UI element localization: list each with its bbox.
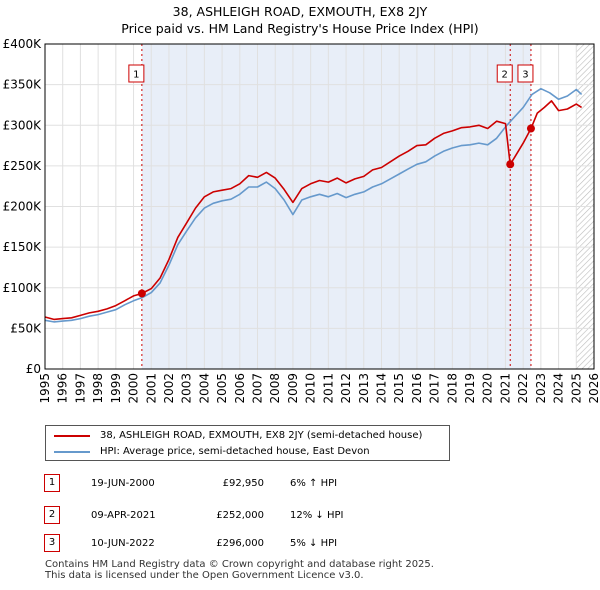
- plot-frame: [44, 43, 595, 370]
- sale-date: 09-APR-2021: [91, 510, 156, 521]
- sale-point: [137, 289, 146, 298]
- attribution-footer: Contains HM Land Registry data © Crown c…: [45, 559, 434, 581]
- x-tick-label: 2019: [463, 373, 477, 404]
- x-tick-label: 2015: [392, 373, 406, 404]
- sale-row-1: 1 19-JUN-2000 £92,950 6% ↑ HPI: [0, 474, 600, 494]
- sale-number-box: [496, 64, 513, 83]
- sale-number-label: 3: [522, 70, 528, 81]
- legend-swatch-property: [54, 435, 90, 437]
- x-tick-label: 1998: [91, 373, 105, 404]
- y-tick-label: £0: [26, 362, 41, 376]
- x-tick-label: 2010: [304, 373, 318, 404]
- x-tick-label: 2012: [339, 373, 353, 404]
- x-tick-label: 2026: [587, 373, 600, 404]
- x-tick-label: 2003: [180, 373, 194, 404]
- x-tick-label: 2009: [286, 373, 300, 404]
- sale-hpi-diff: 5% ↓ HPI: [290, 538, 338, 549]
- y-tick-label: £50K: [10, 321, 42, 335]
- x-tick-label: 2004: [197, 373, 211, 404]
- x-tick-label: 2021: [498, 373, 512, 404]
- sale-price: £296,000: [216, 538, 264, 549]
- x-tick-label: 2018: [445, 373, 459, 404]
- x-tick-label: 2002: [162, 373, 176, 404]
- x-tick-label: 2011: [321, 373, 335, 404]
- hpi-line: [44, 87, 583, 323]
- y-tick-label: £200K: [3, 200, 43, 214]
- sale-point: [526, 124, 535, 133]
- footer-line1: Contains HM Land Registry data © Crown c…: [45, 559, 434, 570]
- sale-price: £252,000: [216, 510, 264, 521]
- x-tick-label: 2016: [410, 373, 424, 404]
- y-tick-label: £400K: [3, 37, 43, 51]
- x-tick-label: 1995: [38, 373, 52, 404]
- x-tick-label: 2001: [144, 373, 158, 404]
- sale-number-label: 1: [133, 70, 139, 81]
- sale-hpi-diff: 6% ↑ HPI: [290, 478, 338, 489]
- x-tick-label: 2013: [357, 373, 371, 404]
- legend-swatch-hpi: [54, 451, 90, 453]
- y-tick-label: £250K: [3, 159, 43, 173]
- x-tick-label: 2023: [534, 373, 548, 404]
- sale-price: £92,950: [222, 478, 264, 489]
- y-tick-label: £100K: [3, 281, 43, 295]
- x-tick-label: 2024: [552, 373, 566, 404]
- x-tick-label: 2025: [569, 373, 583, 404]
- x-tick-label: 2007: [251, 373, 265, 404]
- sale-date: 10-JUN-2022: [91, 538, 155, 549]
- x-tick-label: 2000: [127, 373, 141, 404]
- chart-title: 38, ASHLEIGH ROAD, EXMOUTH, EX8 2JY Pric…: [0, 3, 600, 37]
- x-tick-label: 2017: [428, 373, 442, 404]
- sale-badge: 3: [44, 534, 60, 552]
- y-tick-label: £350K: [3, 78, 43, 92]
- x-tick-label: 1996: [56, 373, 70, 404]
- property-price-line: [44, 100, 583, 321]
- x-tick-label: 2014: [374, 373, 388, 404]
- chart-legend: 38, ASHLEIGH ROAD, EXMOUTH, EX8 2JY (sem…: [45, 425, 450, 461]
- x-tick-label: 2006: [233, 373, 247, 404]
- sale-number-label: 2: [502, 70, 508, 81]
- sale-date: 19-JUN-2000: [91, 478, 155, 489]
- x-tick-label: 2022: [516, 373, 530, 404]
- legend-label-hpi: HPI: Average price, semi-detached house,…: [100, 446, 370, 457]
- legend-label-property: 38, ASHLEIGH ROAD, EXMOUTH, EX8 2JY (sem…: [100, 430, 423, 441]
- sale-point: [506, 160, 515, 169]
- x-tick-label: 1999: [109, 373, 123, 404]
- x-tick-label: 2008: [268, 373, 282, 404]
- x-tick-label: 1997: [73, 373, 87, 404]
- price-chart: 1 2 3 £0 £50K £100K £150K £200K £250K £300K £350K…: [3, 37, 600, 404]
- chart-title-line1: 38, ASHLEIGH ROAD, EXMOUTH, EX8 2JY: [172, 4, 428, 19]
- sale-number-box: [128, 64, 145, 83]
- sale-hpi-diff: 12% ↓ HPI: [290, 510, 344, 521]
- sale-number-box: [517, 64, 534, 83]
- sale-badge: 1: [44, 474, 60, 492]
- x-tick-label: 2005: [215, 373, 229, 404]
- y-tick-label: £150K: [3, 240, 43, 254]
- sale-row-2: 2 09-APR-2021 £252,000 12% ↓ HPI: [0, 506, 600, 526]
- x-tick-label: 2020: [481, 373, 495, 404]
- chart-title-line2: Price paid vs. HM Land Registry's House …: [121, 21, 479, 36]
- sale-row-3: 3 10-JUN-2022 £296,000 5% ↓ HPI: [0, 534, 600, 554]
- sale-badge: 2: [44, 506, 60, 524]
- footer-line2: This data is licensed under the Open Gov…: [45, 570, 364, 581]
- y-tick-label: £300K: [3, 118, 43, 132]
